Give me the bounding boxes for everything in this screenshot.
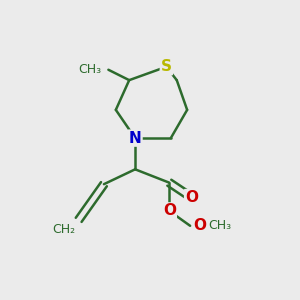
Text: CH₃: CH₃ [78,63,101,76]
Text: O: O [185,190,198,205]
Text: S: S [161,59,172,74]
Text: CH₃: CH₃ [208,219,231,232]
Text: O: O [163,203,176,218]
Text: CH₂: CH₂ [52,223,76,236]
Text: O: O [193,218,206,233]
Text: N: N [129,130,142,146]
